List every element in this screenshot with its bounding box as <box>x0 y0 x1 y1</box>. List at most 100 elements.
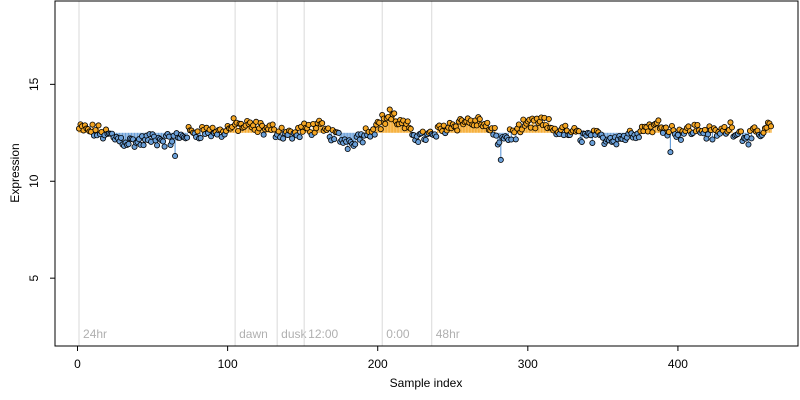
data-point <box>89 121 96 128</box>
y-tick-label: 5 <box>27 275 41 282</box>
data-point <box>331 136 338 143</box>
data-point <box>667 149 674 156</box>
data-point <box>296 134 303 141</box>
data-point <box>386 106 393 113</box>
x-tick-label: 100 <box>218 357 238 371</box>
data-point <box>352 141 359 148</box>
data-point <box>335 129 342 136</box>
data-point <box>727 119 734 126</box>
x-tick-label: 200 <box>368 357 388 371</box>
data-point <box>704 131 711 138</box>
data-point <box>578 138 585 145</box>
data-point <box>184 134 191 141</box>
data-point <box>154 142 161 149</box>
data-point <box>767 123 774 130</box>
data-point <box>512 136 519 143</box>
data-point <box>415 139 422 146</box>
x-tick-label: 0 <box>74 357 81 371</box>
data-point <box>391 110 398 117</box>
event-label: 0:00 <box>386 327 410 341</box>
data-point <box>95 122 102 129</box>
data-point <box>476 116 483 123</box>
x-axis-title: Sample index <box>390 376 463 390</box>
data-point <box>92 127 99 134</box>
data-point <box>359 139 366 146</box>
data-point <box>545 116 552 123</box>
data-point <box>511 129 518 136</box>
y-axis-title: Expression <box>8 143 22 202</box>
point-layer <box>76 106 774 163</box>
data-point <box>454 127 461 134</box>
data-point <box>289 135 296 142</box>
y-tick-label: 10 <box>27 174 41 188</box>
data-point <box>197 135 204 142</box>
data-point <box>172 153 179 160</box>
data-point <box>497 156 504 163</box>
data-point <box>280 135 287 142</box>
data-point <box>737 128 744 135</box>
data-point <box>589 139 596 146</box>
x-axis: 0 100 200 300 400 <box>74 346 688 371</box>
data-point <box>649 129 656 136</box>
data-point <box>685 123 692 130</box>
data-point <box>344 146 351 153</box>
vline-layer: 24hr dawn dusk 12:00 0:00 48hr <box>78 1 460 346</box>
data-point <box>169 138 176 145</box>
y-tick-label: 15 <box>27 77 41 91</box>
data-point <box>562 122 569 129</box>
data-point <box>377 126 384 133</box>
data-point <box>728 124 735 131</box>
data-point <box>125 141 132 148</box>
data-point <box>299 128 306 135</box>
data-point <box>419 128 426 135</box>
data-point <box>422 136 429 143</box>
data-point <box>677 136 684 143</box>
plot-frame <box>54 0 799 347</box>
data-point <box>161 143 168 150</box>
data-point <box>694 122 701 129</box>
data-point <box>484 119 491 126</box>
data-point <box>655 117 662 124</box>
x-tick-label: 300 <box>518 357 538 371</box>
data-point <box>745 141 752 148</box>
data-point <box>404 118 411 125</box>
data-point <box>194 128 201 135</box>
data-point <box>118 134 125 141</box>
event-label: dawn <box>239 327 268 341</box>
event-label: dusk <box>281 327 307 341</box>
data-point <box>701 126 708 133</box>
data-point <box>260 131 267 138</box>
x-tick-label: 400 <box>668 357 688 371</box>
data-point <box>721 123 728 130</box>
data-point <box>376 119 383 126</box>
data-point <box>613 141 620 148</box>
data-point <box>140 142 147 149</box>
data-point <box>319 120 326 127</box>
data-point <box>230 115 237 122</box>
data-point <box>515 121 522 128</box>
data-point <box>407 125 414 132</box>
data-point <box>709 136 716 143</box>
data-point <box>278 124 285 131</box>
data-point <box>370 126 377 133</box>
data-point <box>532 125 539 132</box>
data-point <box>160 138 167 145</box>
data-point <box>662 124 669 131</box>
data-point <box>371 131 378 138</box>
data-point <box>635 134 642 141</box>
event-label: 24hr <box>83 327 107 341</box>
data-point <box>748 135 755 142</box>
event-label: 12:00 <box>308 327 338 341</box>
data-point <box>674 131 681 138</box>
data-point <box>496 139 503 146</box>
data-point <box>433 133 440 140</box>
data-point <box>313 125 320 132</box>
data-point <box>491 124 498 131</box>
data-point <box>209 124 216 131</box>
event-label: 48hr <box>436 327 460 341</box>
y-axis: 5 10 15 <box>27 77 55 282</box>
data-point <box>235 127 242 134</box>
data-point <box>269 121 276 128</box>
data-point <box>493 132 500 139</box>
